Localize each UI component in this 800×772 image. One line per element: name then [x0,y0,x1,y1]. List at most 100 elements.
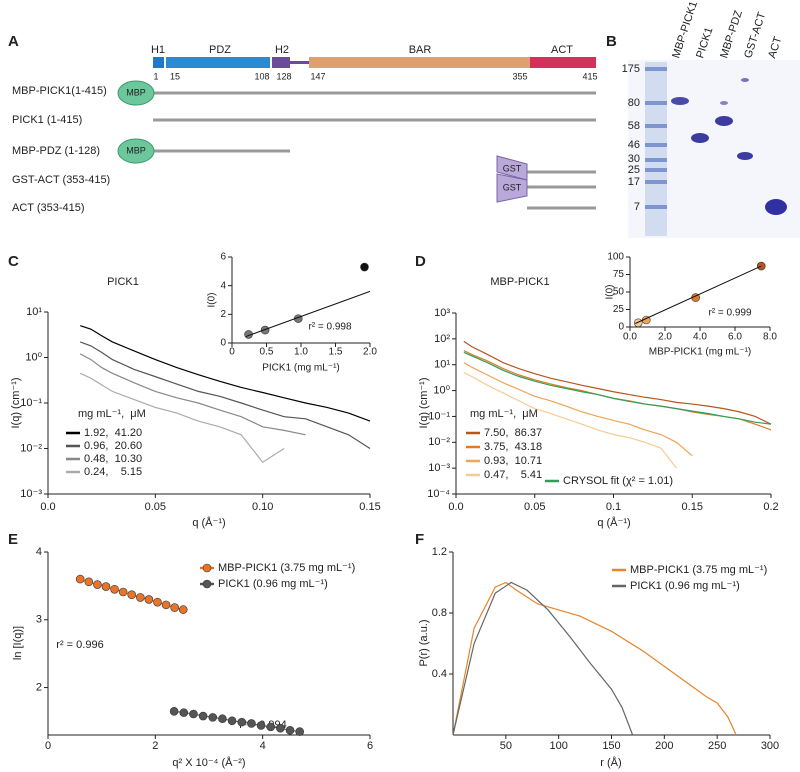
construct-label: ACT (353-415) [12,202,85,214]
x-axis-label: q (Å⁻¹) [597,516,630,529]
y-tick-label: 25 [613,304,625,315]
x-tick-label: 1.0 [294,347,308,358]
panel-letter: A [8,33,19,50]
x-tick-label: 0.15 [359,501,380,513]
series-line [463,351,772,425]
marker-label: 46 [628,139,640,151]
x-tick-label: 0.10 [252,501,273,513]
domain-label: BAR [409,44,432,56]
data-point [101,582,111,591]
legend-label: 0.93, 10.71 [484,455,542,467]
construct-label: GST-ACT (353-415) [12,174,110,186]
y-tick-label: 10⁰ [25,351,42,363]
legend-marker [202,579,212,589]
data-point [247,719,256,728]
y-tick-label: 3 [36,614,42,626]
series-line [79,341,371,450]
series-line [79,372,285,463]
data-point [169,706,179,716]
panel-letter: B [606,33,617,50]
x-axis-label: PICK1 (mg mL⁻¹) [262,363,340,374]
y-tick-label: 10⁻² [20,442,42,454]
domain [530,57,596,68]
domain-label: PDZ [209,44,231,56]
data-point [633,318,643,328]
y-tick-label: 10⁻³ [20,488,42,500]
residue: 415 [582,71,597,81]
y-tick-label: 10⁻² [428,436,450,448]
lane-label: GST-ACT [742,11,768,60]
data-point [170,603,179,612]
y-tick-label: 100 [607,252,624,263]
mbp-tag [117,80,155,106]
construct-label: PICK1 (1-415) [12,114,82,126]
legend-marker [202,563,212,573]
y-axis-label: I(q) (cm⁻¹) [418,377,430,428]
data-point [208,713,218,722]
data-point [75,574,85,584]
y-tick-label: 10¹ [434,359,450,371]
x-tick-label: 6.0 [728,332,742,343]
domain-label: H1 [151,44,165,56]
data-point [127,590,137,600]
series-line [463,371,677,469]
panel-letter: F [415,531,424,548]
marker-label: 25 [628,164,640,176]
construct-label: MBP-PDZ (1-128) [12,145,100,157]
chart-title: PICK1 [107,276,139,288]
legend-label: PICK1 (0.96 mg mL⁻¹) [218,578,328,590]
annotation: r² = 0.996 [56,639,103,651]
x-tick-label: 0.1 [606,501,621,513]
data-point [153,597,162,607]
lane-label: ACT [766,35,784,60]
y-tick-label: 10² [434,333,450,345]
marker-label: 30 [628,153,640,165]
series-line [452,581,634,736]
y-axis-label: ln [I(q)] [12,626,24,660]
x-tick-label: 2 [152,740,158,752]
marker-label: 7 [634,201,640,213]
legend-label: 3.75, 43.18 [484,441,542,453]
residue: 15 [170,71,180,81]
gst-tag [496,173,528,203]
x-tick-label: 4.0 [693,332,707,343]
x-tick-label: 6 [367,740,373,752]
residue: 147 [310,71,325,81]
tag-label: MBP [126,145,146,155]
data-point [93,580,102,589]
panel-letter: E [8,531,18,548]
x-tick-label: 0.0 [623,332,637,343]
data-point [260,325,270,335]
x-tick-label: 0.05 [524,501,545,513]
y-tick-label: 4 [36,546,42,558]
legend-label: 0.48, 10.30 [84,453,142,465]
series-line [80,325,371,422]
construct-label: MBP-PICK1(1-415) [12,85,107,97]
annotation: r² = 0.999 [708,308,752,319]
domain-label: ACT [551,44,573,56]
legend-title: mg mL⁻¹, μM [470,408,538,420]
x-axis-label: MBP-PICK1 (mg mL⁻¹) [649,347,752,358]
domain-label: H2 [275,44,289,56]
series-line [635,265,762,324]
y-tick-label: 2 [36,681,42,693]
x-tick-label: 8.0 [763,332,777,343]
annotation: r² = 0.998 [308,322,352,333]
legend-label: 0.24, 5.15 [84,466,142,478]
y-axis-label: I(0) [605,285,616,300]
y-axis-label: I(q) (cm⁻¹) [10,377,22,428]
data-point [144,595,154,604]
x-tick-label: 0 [45,740,51,752]
construct-lines [153,91,596,210]
x-tick-label: 50 [500,740,512,752]
y-tick-label: 1.2 [432,546,447,558]
data-point [84,577,94,587]
y-tick-label: 2 [220,309,226,320]
x-tick-label: 100 [549,740,567,752]
x-tick-label: 0.0 [40,501,55,513]
data-point [178,605,188,614]
x-tick-label: 250 [708,740,726,752]
x-axis-label: q² X 10⁻⁴ (Å⁻²) [172,756,245,769]
